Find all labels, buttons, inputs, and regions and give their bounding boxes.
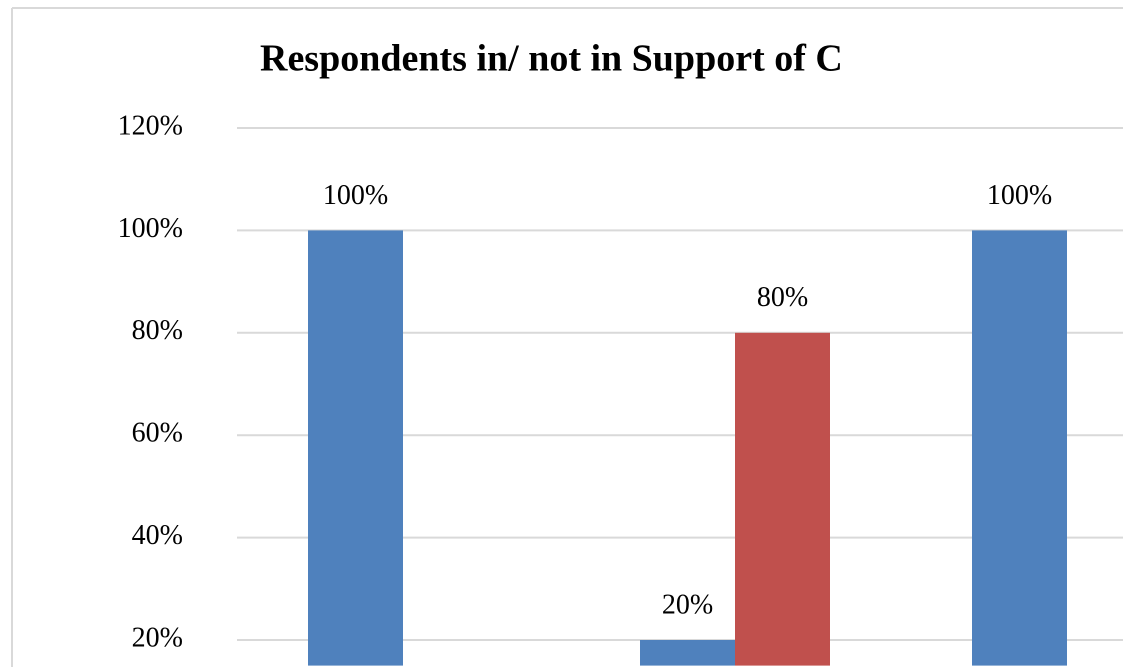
y-tick-label: 20% xyxy=(132,622,183,653)
data-label: 20% xyxy=(662,589,713,620)
data-label: 80% xyxy=(757,282,808,313)
bar xyxy=(735,332,830,666)
y-tick-label: 100% xyxy=(118,213,183,244)
data-label: 100% xyxy=(987,180,1052,211)
bar xyxy=(640,640,735,666)
chart-title: Respondents in/ not in Support of C xyxy=(260,38,843,80)
y-tick-label: 80% xyxy=(132,315,183,346)
data-label: 100% xyxy=(323,180,388,211)
bar xyxy=(308,230,403,666)
bar xyxy=(972,230,1067,666)
y-tick-label: 120% xyxy=(118,110,183,141)
y-tick-label: 40% xyxy=(132,520,183,551)
y-tick-label: 60% xyxy=(132,418,183,449)
